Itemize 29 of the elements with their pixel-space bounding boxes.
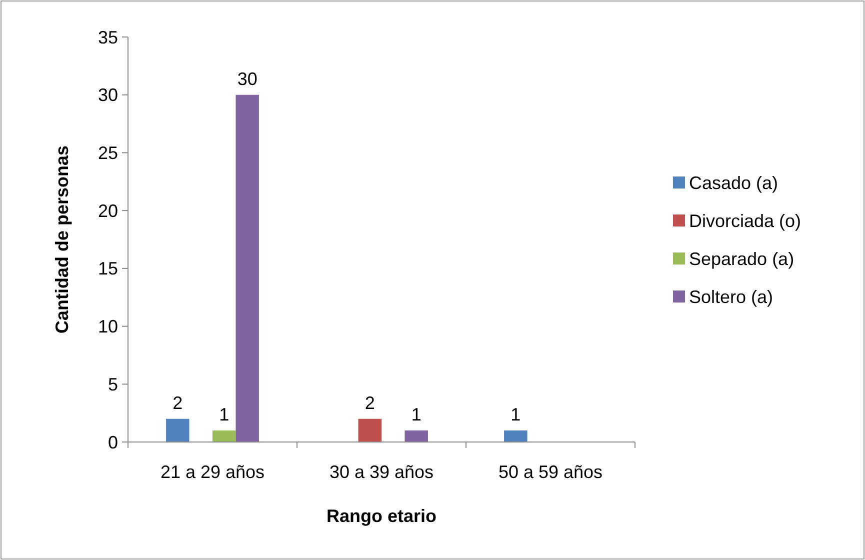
y-tick-label: 0 — [108, 432, 118, 452]
legend-label: Casado (a) — [689, 172, 778, 193]
data-label: 1 — [219, 404, 230, 424]
y-tick-label: 35 — [98, 27, 118, 48]
y-tick-label: 25 — [98, 143, 118, 164]
data-label: 1 — [510, 404, 521, 424]
legend-label: Soltero (a) — [689, 286, 774, 307]
bar — [504, 430, 528, 442]
y-axis-title: Cantidad de personas — [52, 145, 72, 334]
bar — [358, 418, 382, 442]
y-tick-label: 10 — [98, 316, 118, 337]
y-tick-label: 15 — [98, 258, 118, 279]
x-tick-label: 50 a 59 años — [498, 462, 603, 482]
data-label: 1 — [411, 404, 422, 424]
legend-label: Separado (a) — [689, 248, 794, 269]
bar — [404, 430, 428, 442]
x-tick-label: 30 a 39 años — [329, 462, 434, 482]
legend-label: Divorciada (o) — [689, 210, 802, 231]
bar — [166, 418, 190, 442]
bar — [236, 94, 259, 442]
y-tick-label: 5 — [108, 374, 118, 394]
y-tick-label: 20 — [98, 200, 118, 221]
x-tick-label: 21 a 29 años — [160, 462, 265, 482]
data-label: 2 — [364, 392, 375, 413]
data-label: 30 — [237, 68, 258, 89]
data-label: 2 — [172, 392, 183, 413]
x-axis-title: Rango etario — [326, 506, 437, 526]
bar — [212, 430, 236, 442]
y-tick-label: 30 — [98, 85, 118, 106]
